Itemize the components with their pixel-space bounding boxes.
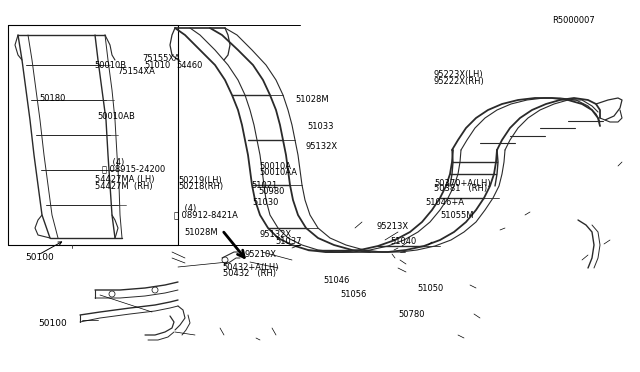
Text: 51010: 51010 bbox=[144, 61, 170, 70]
Text: 51021: 51021 bbox=[252, 181, 278, 190]
Text: 51046: 51046 bbox=[323, 276, 349, 285]
Text: 95132X: 95132X bbox=[260, 230, 292, 239]
Text: 54427MA (LH): 54427MA (LH) bbox=[95, 175, 154, 184]
Text: 75155XA: 75155XA bbox=[142, 54, 180, 63]
Text: 95132X: 95132X bbox=[306, 142, 338, 151]
Text: 95222X(RH): 95222X(RH) bbox=[434, 77, 484, 86]
Text: 95213X: 95213X bbox=[376, 222, 408, 231]
Text: 54460: 54460 bbox=[176, 61, 202, 70]
Text: 51037: 51037 bbox=[275, 237, 301, 246]
Text: 50780: 50780 bbox=[398, 310, 424, 319]
Text: 50180: 50180 bbox=[40, 94, 66, 103]
Text: 50381   (RH): 50381 (RH) bbox=[434, 185, 487, 193]
Text: 51050: 51050 bbox=[417, 284, 444, 293]
Text: 50432   (RH): 50432 (RH) bbox=[223, 269, 276, 278]
Text: 95210X: 95210X bbox=[244, 250, 276, 259]
Text: 50100: 50100 bbox=[38, 319, 67, 328]
Text: ⑗ 08915-24200: ⑗ 08915-24200 bbox=[102, 165, 166, 174]
Text: Ⓝ 08912-8421A: Ⓝ 08912-8421A bbox=[174, 211, 238, 219]
Text: 51055M: 51055M bbox=[440, 211, 474, 219]
Text: 50432+A(LH): 50432+A(LH) bbox=[223, 263, 279, 272]
Text: 51033: 51033 bbox=[307, 122, 333, 131]
Text: 50010AB: 50010AB bbox=[97, 112, 135, 121]
Text: 75154XA: 75154XA bbox=[117, 67, 155, 76]
Text: 54427M  (RH): 54427M (RH) bbox=[95, 182, 152, 190]
Text: 50218(RH): 50218(RH) bbox=[178, 182, 223, 190]
Text: 50370+A(LH): 50370+A(LH) bbox=[434, 179, 490, 187]
Text: (4): (4) bbox=[102, 158, 125, 167]
Text: 51028M: 51028M bbox=[184, 228, 218, 237]
Text: 51040: 51040 bbox=[390, 237, 417, 246]
Text: 95223X(LH): 95223X(LH) bbox=[434, 70, 484, 79]
Text: 50010AA: 50010AA bbox=[260, 168, 298, 177]
Text: 51046+A: 51046+A bbox=[426, 198, 465, 207]
Text: 51028M: 51028M bbox=[296, 95, 330, 104]
Text: 51056: 51056 bbox=[340, 291, 367, 299]
Text: 50219(LH): 50219(LH) bbox=[178, 176, 221, 185]
Text: 50100: 50100 bbox=[25, 253, 54, 263]
Text: R5000007: R5000007 bbox=[552, 16, 595, 25]
Text: 50980: 50980 bbox=[259, 187, 285, 196]
Text: 51030: 51030 bbox=[253, 198, 279, 207]
Text: (4): (4) bbox=[174, 204, 196, 213]
Text: 50010B: 50010B bbox=[94, 61, 126, 70]
Text: 50010A: 50010A bbox=[260, 162, 292, 171]
